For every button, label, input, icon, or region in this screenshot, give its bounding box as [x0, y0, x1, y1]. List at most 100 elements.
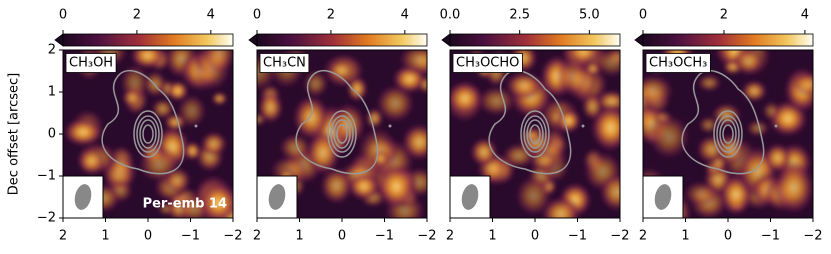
x-tick-label: −2 [610, 229, 629, 244]
x-tick-label: 2 [253, 229, 261, 244]
blobs [450, 50, 620, 218]
contour [330, 115, 354, 153]
colorbar-tick-label: 2 [133, 8, 141, 23]
emission-blob [375, 83, 416, 123]
emission-blob [63, 117, 104, 147]
beam [461, 184, 479, 210]
colorbar [62, 33, 234, 47]
emission-blob [711, 102, 742, 128]
heatmap [450, 50, 620, 218]
x-tick-label: 0 [724, 229, 732, 244]
contour [101, 70, 185, 175]
emission-blob [598, 172, 620, 212]
emission-blob [211, 91, 228, 106]
x-tick-label: 0 [144, 229, 152, 244]
x-tick-label: −2 [417, 229, 436, 244]
colorbar-extend [634, 33, 644, 47]
label-box [259, 53, 310, 73]
heatmap [63, 50, 233, 218]
emission-blob [732, 50, 765, 76]
emission-blob [166, 80, 189, 102]
colorbar-tick-label: 2 [720, 8, 728, 23]
contour-dot [581, 124, 585, 128]
colorbar-extend [248, 33, 258, 47]
emission-blob [772, 160, 813, 215]
y-tick-label: −2 [37, 211, 56, 226]
contour [681, 70, 765, 175]
emission-blob [200, 131, 228, 157]
emission-blob [151, 98, 175, 120]
colorbar-tick-label: 5.0 [579, 8, 600, 23]
emission-blob [257, 91, 284, 124]
x-tick-label: 2 [59, 229, 67, 244]
contour [713, 110, 743, 158]
x-tick-label: 2 [446, 229, 454, 244]
emission-blob [401, 123, 427, 161]
contour [716, 115, 740, 153]
x-tick-label: −1 [181, 229, 200, 244]
blobs [63, 50, 233, 218]
x-tick-label: 1 [295, 229, 303, 244]
contour [139, 119, 157, 149]
colorbar [642, 33, 814, 47]
emission-blob [417, 75, 427, 94]
emission-blob [302, 69, 329, 98]
contour [523, 115, 547, 153]
beam [74, 184, 92, 210]
emission-blob [540, 196, 582, 218]
colorbar-extend [441, 33, 451, 47]
emission-blob [746, 119, 770, 137]
colorbar-tick-label: 4 [401, 8, 409, 23]
contour [488, 70, 572, 175]
emission-blob [501, 143, 536, 169]
colorbar-tick-label: 4 [801, 8, 809, 23]
beam [654, 184, 672, 210]
contour [719, 119, 737, 149]
contour [295, 70, 379, 175]
emission-blob [292, 94, 330, 141]
emission-blob [762, 101, 780, 121]
y-axis-label: Dec offset [arcsec] [7, 73, 22, 195]
emission-blob [792, 71, 813, 97]
emission-blob [556, 56, 590, 98]
x-tick-label: −2 [803, 229, 822, 244]
colorbar-tick-label: 2 [327, 8, 335, 23]
emission-blob [741, 80, 768, 103]
x-tick-label: 1 [681, 229, 689, 244]
emission-blob [129, 50, 166, 70]
x-tick-label: 0 [531, 229, 539, 244]
emission-blob [476, 85, 517, 117]
colorbar-tick-label: 0 [639, 8, 647, 23]
x-tick-label: −2 [223, 229, 242, 244]
contour [333, 119, 351, 149]
source-label: Per-emb 14 [143, 197, 227, 212]
contour-dot [194, 124, 198, 128]
heatmap [643, 50, 813, 218]
contour [526, 119, 544, 149]
emission-blob [555, 108, 582, 134]
label-box [452, 53, 523, 73]
species-label: CH₃CN [263, 56, 306, 71]
y-tick-label: 2 [48, 43, 56, 58]
emission-blob [76, 146, 106, 176]
emission-blob [450, 80, 484, 116]
emission-blob [469, 137, 499, 167]
emission-blob [643, 74, 675, 108]
emission-blob [697, 74, 722, 92]
label-box [65, 53, 117, 73]
heatmap [257, 50, 427, 218]
x-tick-label: −1 [375, 229, 394, 244]
contour [336, 124, 348, 144]
emission-blob [319, 166, 354, 205]
emission-blob [504, 71, 544, 100]
colorbar-tick-label: 0 [59, 8, 67, 23]
species-label: CH₃OCHO [456, 56, 519, 71]
y-tick-label: −1 [37, 169, 56, 184]
emission-blob [398, 50, 427, 76]
x-tick-label: −1 [761, 229, 780, 244]
colorbar [256, 33, 428, 47]
species-label: CH₃OCH₃ [649, 56, 707, 71]
emission-blob [376, 163, 417, 210]
emission-blob [199, 181, 233, 218]
emission-blob [647, 113, 691, 160]
